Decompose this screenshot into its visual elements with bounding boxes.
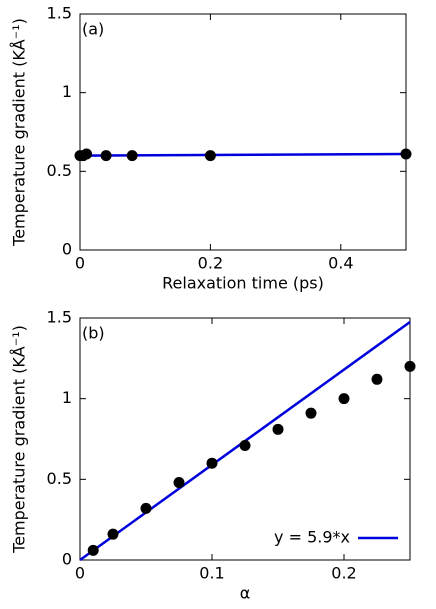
x-tick-label: 0.2 xyxy=(198,254,223,273)
data-point xyxy=(305,407,317,419)
data-point xyxy=(107,528,119,540)
y-tick-label: 0 xyxy=(62,240,72,259)
data-point xyxy=(204,150,216,162)
legend-label: y = 5.9*x xyxy=(274,528,350,547)
x-tick-label: 0.2 xyxy=(331,564,356,583)
y-tick-label: 0 xyxy=(62,550,72,569)
annotation: (a) xyxy=(82,20,104,39)
x-tick-label: 0.4 xyxy=(328,254,353,273)
data-point xyxy=(404,360,416,372)
data-point xyxy=(140,502,152,514)
y-axis-label: Temperature gradient (KÅ⁻¹) xyxy=(10,325,29,554)
y-axis-label: Temperature gradient (KÅ⁻¹) xyxy=(10,18,29,247)
plot-frame xyxy=(79,317,411,561)
data-point xyxy=(126,150,138,162)
data-point xyxy=(206,457,218,469)
y-tick-label: 1 xyxy=(62,388,72,407)
x-axis-label: α xyxy=(240,584,251,603)
x-tick-label: 0 xyxy=(75,254,85,273)
y-tick-label: 1.5 xyxy=(47,4,72,23)
data-point xyxy=(87,544,99,556)
annotation: (b) xyxy=(82,324,105,343)
data-point xyxy=(400,148,412,160)
y-tick-label: 0.5 xyxy=(47,469,72,488)
y-tick-label: 1 xyxy=(62,82,72,101)
y-tick-label: 1.5 xyxy=(47,308,72,327)
data-point xyxy=(81,148,93,160)
x-tick-label: 0 xyxy=(75,564,85,583)
data-point xyxy=(239,439,251,451)
data-point xyxy=(272,423,284,435)
data-point xyxy=(100,150,112,162)
data-point xyxy=(338,393,350,405)
plot-frame xyxy=(79,13,407,251)
data-point xyxy=(371,373,383,385)
data-point xyxy=(173,477,185,489)
x-tick-label: 0.1 xyxy=(199,564,224,583)
y-tick-label: 0.5 xyxy=(47,161,72,180)
x-axis-label: Relaxation time (ps) xyxy=(162,274,324,293)
